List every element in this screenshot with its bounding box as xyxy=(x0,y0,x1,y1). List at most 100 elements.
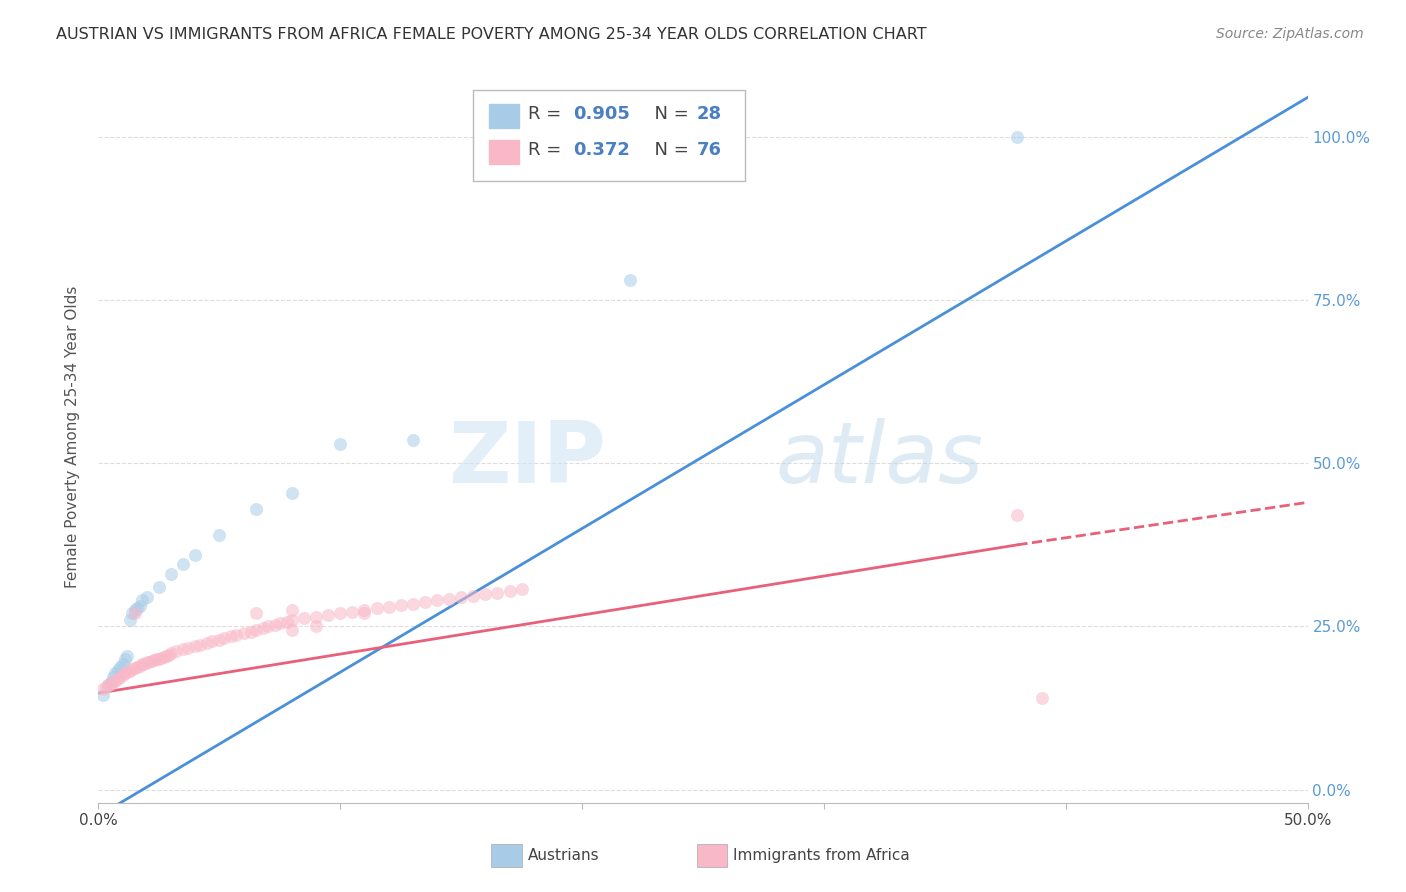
Text: 28: 28 xyxy=(697,104,723,123)
Text: 76: 76 xyxy=(697,141,721,160)
Point xyxy=(131,593,153,607)
Point xyxy=(172,558,194,572)
Point xyxy=(437,592,460,607)
Point xyxy=(135,656,157,670)
Point xyxy=(97,678,120,692)
Point xyxy=(402,597,425,611)
Point xyxy=(1007,508,1029,523)
Point xyxy=(128,599,150,613)
Point xyxy=(155,648,177,663)
Text: 0.905: 0.905 xyxy=(574,104,630,123)
Point xyxy=(292,611,315,625)
Point xyxy=(165,644,187,658)
Point xyxy=(94,680,117,694)
Point xyxy=(276,615,298,629)
Point xyxy=(269,616,291,631)
FancyBboxPatch shape xyxy=(489,140,519,164)
Point xyxy=(124,603,146,617)
Y-axis label: Female Poverty Among 25-34 Year Olds: Female Poverty Among 25-34 Year Olds xyxy=(65,286,80,588)
Point xyxy=(107,672,129,686)
Point xyxy=(245,623,267,637)
Point xyxy=(118,613,141,627)
Point xyxy=(329,436,352,450)
Point xyxy=(245,607,267,621)
Point xyxy=(97,678,120,692)
Point xyxy=(177,640,200,655)
Point xyxy=(366,601,388,615)
Point xyxy=(389,598,412,612)
Point xyxy=(124,660,146,674)
Point xyxy=(264,618,287,632)
Point xyxy=(1031,691,1053,706)
FancyBboxPatch shape xyxy=(474,90,745,181)
Text: R =: R = xyxy=(527,141,567,160)
Point xyxy=(619,273,641,287)
Point xyxy=(121,607,143,621)
Point xyxy=(212,632,235,646)
Point xyxy=(107,663,129,677)
Point xyxy=(128,658,150,673)
Point xyxy=(127,660,149,674)
Point xyxy=(101,675,124,690)
Point xyxy=(188,638,211,652)
Text: ZIP: ZIP xyxy=(449,417,606,500)
Point xyxy=(148,652,170,666)
Point xyxy=(474,587,496,601)
Point xyxy=(108,670,131,684)
Point xyxy=(426,593,449,607)
Point xyxy=(100,677,122,691)
Point xyxy=(486,585,509,599)
Point xyxy=(256,619,278,633)
Point xyxy=(201,633,224,648)
Point xyxy=(281,603,304,617)
Text: Austrians: Austrians xyxy=(527,848,599,863)
Text: N =: N = xyxy=(643,141,695,160)
Point xyxy=(135,590,157,604)
Point xyxy=(117,648,139,663)
Point xyxy=(111,668,134,682)
Point xyxy=(184,639,207,653)
FancyBboxPatch shape xyxy=(697,844,727,867)
Point xyxy=(145,652,167,666)
Point xyxy=(239,624,262,639)
Point xyxy=(160,567,183,582)
Point xyxy=(232,626,254,640)
Point xyxy=(152,650,174,665)
Point xyxy=(450,590,472,604)
Text: Source: ZipAtlas.com: Source: ZipAtlas.com xyxy=(1216,27,1364,41)
Text: atlas: atlas xyxy=(776,417,984,500)
Point xyxy=(402,434,425,448)
Point xyxy=(305,609,328,624)
Point xyxy=(245,502,267,516)
Point xyxy=(1007,129,1029,144)
Point xyxy=(353,607,375,621)
Point xyxy=(104,666,127,681)
Point xyxy=(127,601,149,615)
Point xyxy=(124,607,146,621)
Point xyxy=(114,652,136,666)
Point xyxy=(150,650,173,665)
Point xyxy=(208,632,231,647)
Point xyxy=(413,594,436,608)
Point xyxy=(148,580,170,594)
Point xyxy=(208,528,231,542)
Point xyxy=(91,681,114,696)
FancyBboxPatch shape xyxy=(492,844,522,867)
Text: N =: N = xyxy=(643,104,695,123)
Point xyxy=(510,582,533,597)
Point xyxy=(281,485,304,500)
Point xyxy=(252,621,274,635)
Point xyxy=(195,636,218,650)
Point xyxy=(157,648,180,662)
Point xyxy=(160,646,183,660)
Point xyxy=(172,642,194,657)
Point xyxy=(143,653,166,667)
Point xyxy=(184,548,207,562)
Point xyxy=(131,657,153,672)
Point xyxy=(101,670,124,684)
Point xyxy=(117,665,139,680)
Point xyxy=(281,613,304,627)
Point xyxy=(100,675,122,690)
Point xyxy=(377,599,399,614)
FancyBboxPatch shape xyxy=(489,103,519,128)
